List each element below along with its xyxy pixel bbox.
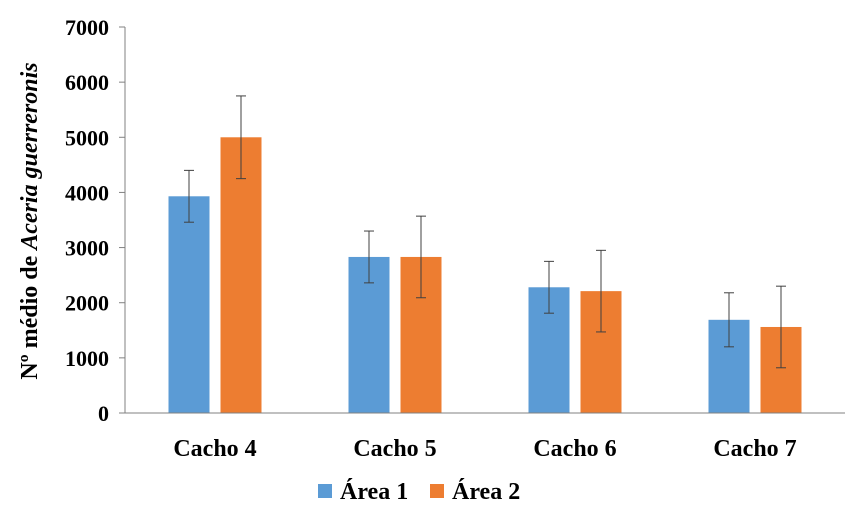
y-axis-title-prefix: Nº médio de: [17, 250, 43, 380]
y-tick-label: 3000: [65, 236, 109, 261]
error-bar: [416, 215, 426, 299]
y-tick-label: 2000: [65, 291, 109, 316]
error-bar: [364, 230, 374, 284]
error-bar: [596, 249, 606, 333]
legend: Área 1 Área 2: [318, 479, 520, 505]
bar: [168, 196, 210, 413]
y-tick-label: 4000: [65, 180, 109, 205]
y-tick-label: 7000: [65, 15, 109, 40]
error-bar: [184, 169, 194, 223]
y-axis-title: Nº médio de Aceria guerreronis: [17, 62, 43, 379]
y-tick-label: 0: [98, 401, 109, 426]
legend-swatch: [430, 484, 444, 498]
svg-text:Nº médio de Aceria guerreronis: Nº médio de Aceria guerreronis: [17, 62, 43, 379]
bar: [220, 137, 262, 414]
y-tick-label: 6000: [65, 70, 109, 95]
error-bar: [724, 292, 734, 348]
error-bar: [544, 260, 554, 314]
legend-label: Área 1: [340, 479, 408, 505]
x-category-label: Cacho 6: [533, 436, 616, 462]
y-tick-label: 1000: [65, 346, 109, 371]
legend-label: Área 2: [452, 479, 520, 505]
bars: [168, 95, 802, 414]
error-bar: [776, 285, 786, 369]
x-category-label: Cacho 4: [173, 436, 256, 462]
x-axis: Cacho 4 Cacho 5 Cacho 6 Cacho 7: [125, 412, 845, 462]
y-axis: 0 1000 2000 3000 4000 5000 6000 7000: [65, 15, 126, 426]
error-bar: [236, 95, 246, 180]
x-category-label: Cacho 7: [713, 436, 796, 462]
y-tick-label: 5000: [65, 125, 109, 150]
y-axis-title-species: Aceria guerreronis: [17, 62, 43, 251]
x-category-label: Cacho 5: [353, 436, 436, 462]
legend-swatch: [318, 484, 332, 498]
